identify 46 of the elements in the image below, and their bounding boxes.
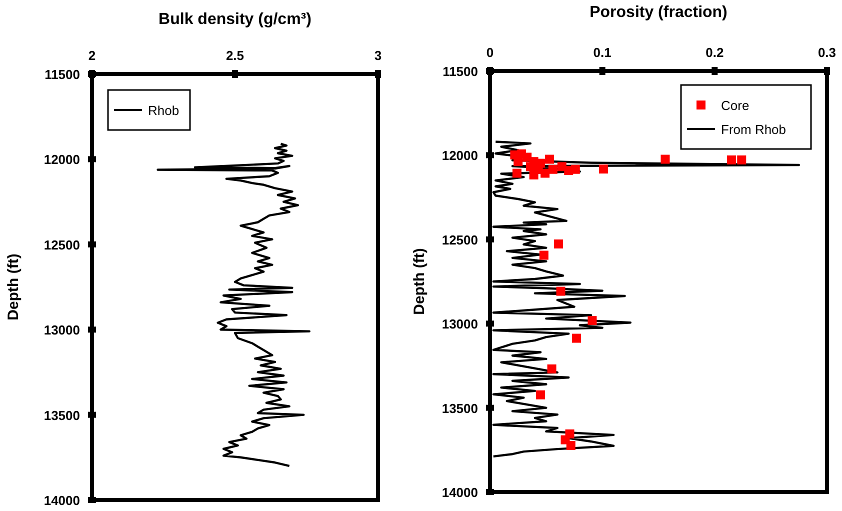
point [540,168,550,178]
point [566,441,576,450]
point [737,155,746,164]
point [660,154,670,164]
x-tick-label: 2 [88,48,96,63]
x-tick-label: 0.2 [706,45,724,60]
point [547,364,556,374]
point [512,168,522,178]
y-tick-label: 12000 [442,148,478,164]
legend-label: Core [721,98,750,113]
y-axis-title: Depth (ft) [411,248,428,315]
y-tick-label: 12500 [442,232,478,248]
line-series [156,142,310,468]
y-tick-label: 11500 [44,67,80,82]
y-tick-label: 12500 [44,237,80,252]
x-tick-label: 2.5 [226,48,244,63]
legend-label: Rhob [148,103,180,118]
point [727,155,736,164]
point [514,157,523,166]
y-tick-label: 13000 [44,322,80,338]
point [598,164,608,174]
x-tick-label: 0.1 [593,45,612,60]
x-tick-label: 3 [374,48,382,63]
legend-label: From Rhob [721,122,786,137]
y-tick-label: 13000 [442,316,478,332]
y-tick-label: 13500 [44,408,80,423]
point [588,316,597,326]
point [529,170,538,180]
y-tick-label: 11500 [442,64,478,79]
y-tick-label: 12000 [44,152,80,168]
point [539,250,548,260]
point [572,334,581,343]
chart-title: Porosity (fraction) [590,4,728,21]
x-tick-label: 0.3 [818,45,836,60]
point [556,286,566,296]
chart-title: Bulk density (g/cm³) [158,11,312,28]
point [554,239,564,248]
y-tick-label: 14000 [442,485,478,500]
y-axis-title: Depth (ft) [5,254,22,320]
point [545,154,554,164]
point [548,164,558,174]
y-tick-label: 14000 [44,493,80,508]
y-tick-label: 13500 [442,400,478,416]
point [570,164,580,174]
x-tick-label: 0 [486,45,494,60]
point [536,390,546,400]
